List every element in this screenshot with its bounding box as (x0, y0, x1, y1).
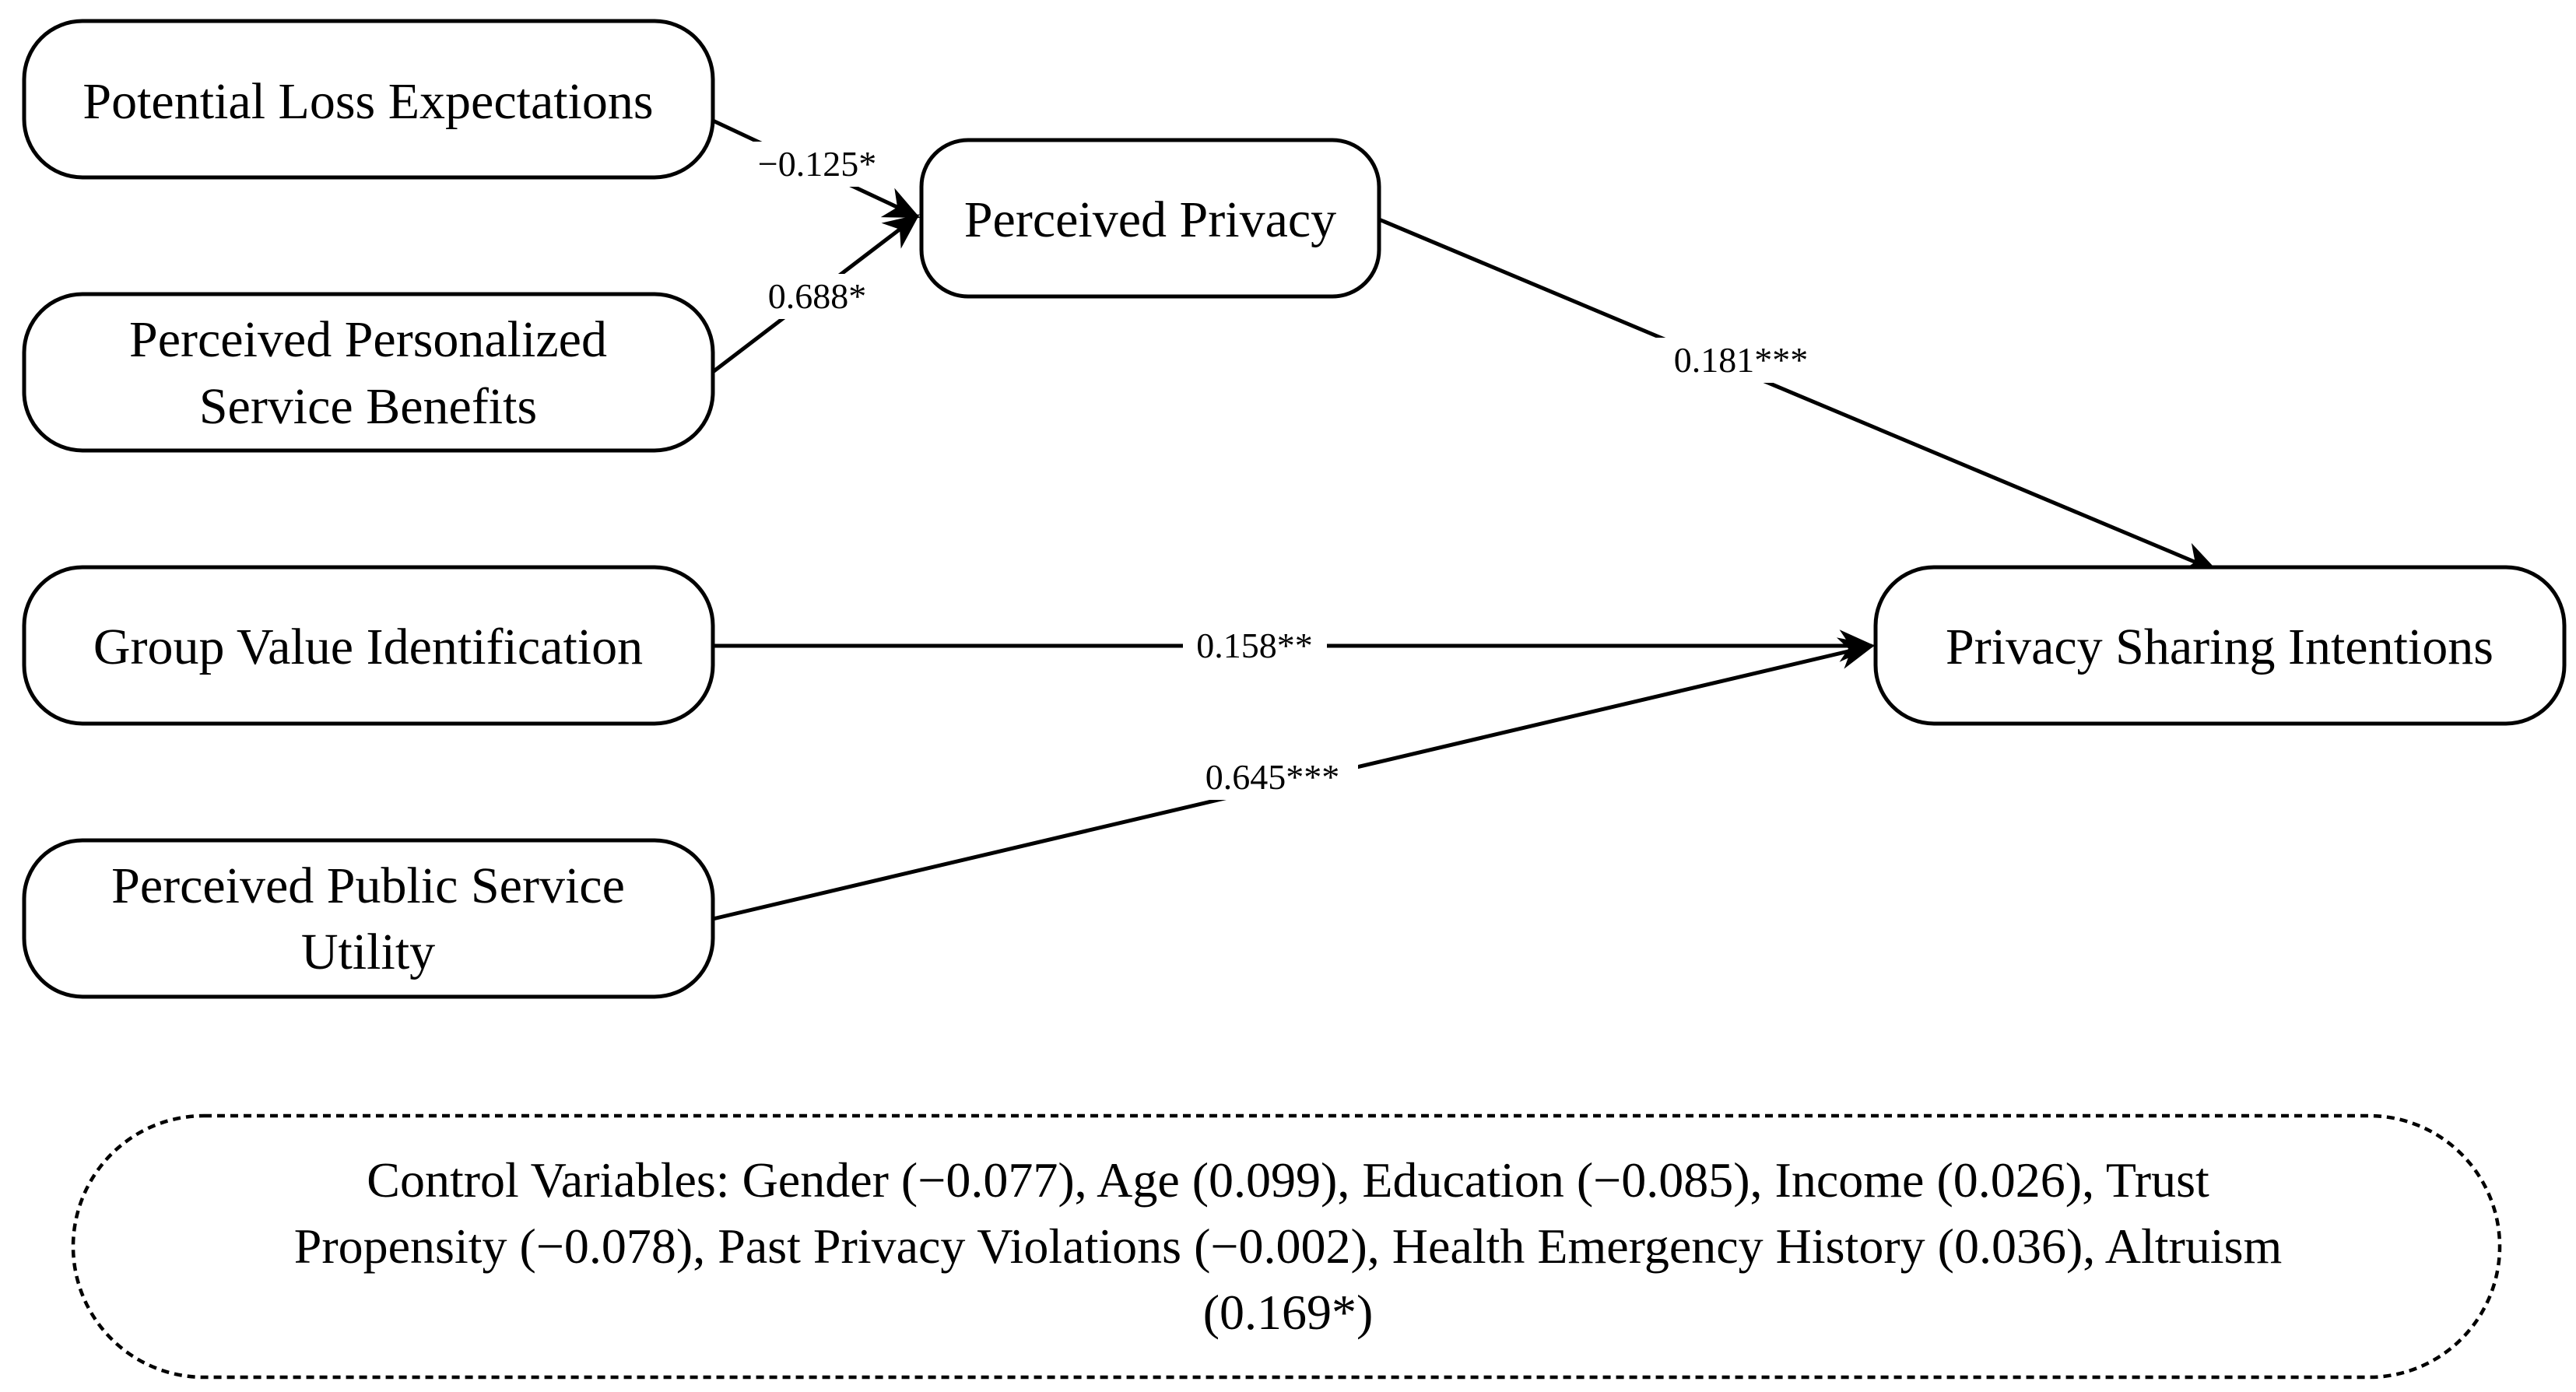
svg-text:−0.125*: −0.125* (758, 144, 876, 184)
svg-text:Group Value Identification: Group Value Identification (93, 619, 643, 675)
control-variables-box: Control Variables: Gender (−0.077), Age … (71, 1113, 2502, 1380)
edge-label-group-to-intentions: 0.158** (1183, 622, 1327, 668)
node-perceived-personalized-service-benefits: Perceived Personalized Service Benefits (22, 292, 715, 453)
node-perceived-public-service-utility: Perceived Public Service Utility (22, 838, 715, 999)
svg-text:Utility: Utility (301, 924, 435, 980)
edge-label-benefits-to-privacy: 0.688* (751, 274, 883, 319)
edge-label-loss-to-privacy: −0.125* (739, 142, 895, 187)
svg-text:Service Benefits: Service Benefits (199, 378, 537, 435)
svg-text:Perceived Personalized: Perceived Personalized (129, 311, 607, 368)
node-perceived-privacy: Perceived Privacy (919, 138, 1381, 299)
svg-text:0.158**: 0.158** (1196, 626, 1313, 665)
svg-text:0.688*: 0.688* (768, 276, 867, 316)
control-variables-line-1: Control Variables: Gender (−0.077), Age … (367, 1152, 2209, 1208)
svg-text:Potential Loss Expectations: Potential Loss Expectations (82, 73, 653, 130)
svg-text:Perceived Public Service: Perceived Public Service (111, 857, 625, 914)
svg-text:0.181***: 0.181*** (1674, 340, 1809, 380)
node-privacy-sharing-intentions: Privacy Sharing Intentions (1873, 565, 2567, 726)
control-variables-line-3: (0.169*) (1203, 1285, 1374, 1340)
edge-label-privacy-to-intentions: 0.181*** (1646, 338, 1837, 383)
control-variables-line-2: Propensity (−0.078), Past Privacy Violat… (294, 1218, 2283, 1274)
svg-text:Perceived Privacy: Perceived Privacy (964, 191, 1336, 248)
svg-text:Privacy Sharing Intentions: Privacy Sharing Intentions (1946, 619, 2494, 675)
node-potential-loss-expectations: Potential Loss Expectations (22, 19, 715, 180)
svg-text:0.645***: 0.645*** (1206, 757, 1340, 797)
edge-label-utility-to-intentions: 0.645*** (1187, 755, 1358, 800)
node-group-value-identification: Group Value Identification (22, 565, 715, 726)
edge-privacy-to-intentions (1378, 217, 2219, 573)
